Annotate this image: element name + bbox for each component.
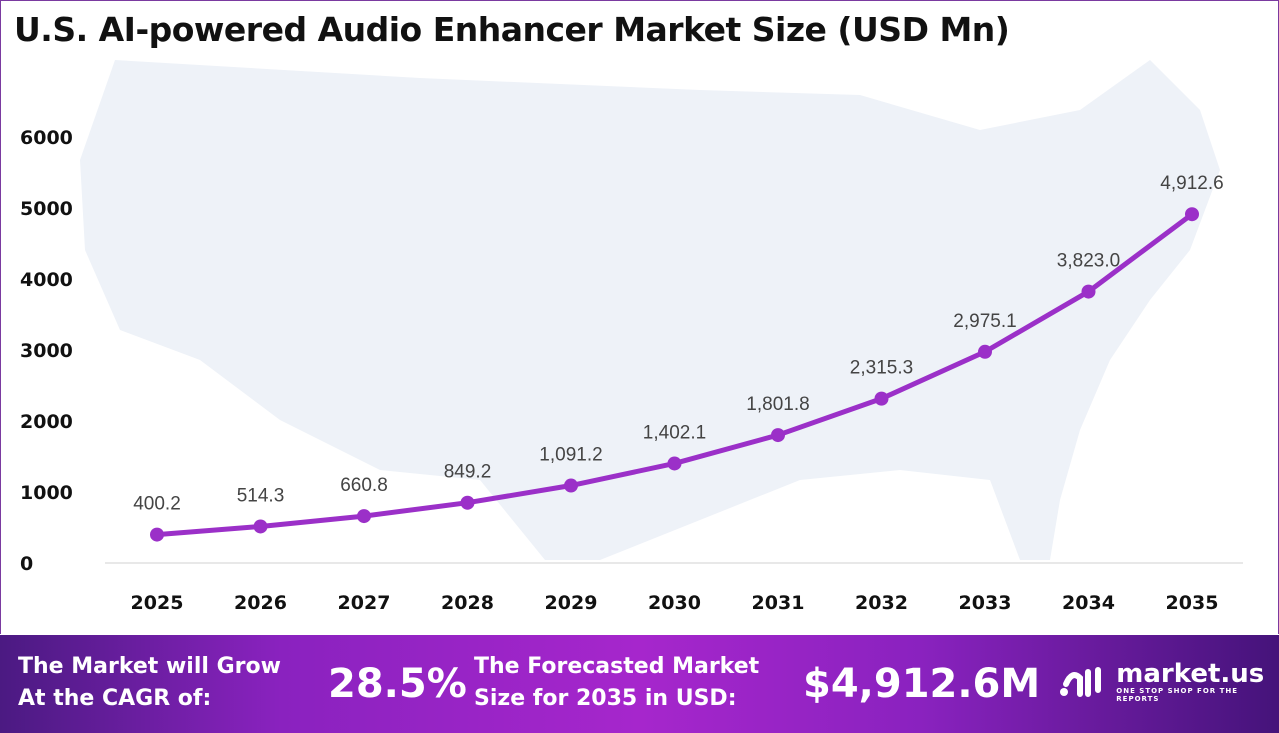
y-tick-label: 0: [20, 553, 33, 575]
x-tick-label: 2033: [959, 592, 1012, 614]
us-map-background: [80, 60, 1220, 560]
data-label: 2,315.3: [850, 358, 913, 379]
y-tick-label: 2000: [20, 411, 73, 433]
y-tick-label: 6000: [20, 127, 73, 149]
data-label: 1,801.8: [746, 394, 809, 415]
x-tick-label: 2032: [855, 592, 908, 614]
line-chart: 0 1000 2000 3000 4000 5000 6000 2025 2026 2027 20…: [20, 60, 1243, 614]
y-tick-label: 3000: [20, 340, 73, 362]
forecast-value: $4,912.6M: [803, 661, 1041, 707]
data-point: [460, 495, 475, 510]
cagr-label-line1: The Market will Grow: [18, 654, 281, 679]
data-point: [1081, 284, 1096, 299]
data-point: [150, 527, 164, 542]
chart-title: U.S. AI-powered Audio Enhancer Market Si…: [14, 10, 1010, 49]
data-label: 514.3: [237, 485, 285, 506]
data-label: 660.8: [340, 475, 388, 496]
y-tick-label: 1000: [20, 482, 73, 504]
x-tick-label: 2028: [441, 592, 494, 614]
x-tick-label: 2034: [1062, 592, 1115, 614]
data-point: [357, 509, 371, 524]
data-point: [1185, 207, 1199, 222]
x-tick-label: 2027: [338, 592, 391, 614]
x-tick-label: 2035: [1166, 592, 1219, 614]
data-point: [564, 478, 578, 493]
forecast-label: The Forecasted Market Size for 2035 in U…: [474, 651, 759, 715]
x-tick-label: 2026: [234, 592, 287, 614]
data-point: [253, 519, 268, 534]
data-point: [978, 344, 992, 359]
market-us-logo: market.us ONE STOP SHOP FOR THE REPORTS: [1058, 661, 1279, 703]
x-tick-label: 2029: [545, 592, 598, 614]
data-point: [771, 428, 785, 443]
data-label: 400.2: [133, 494, 181, 515]
cagr-label-line2: At the CAGR of:: [18, 686, 212, 711]
x-tick-label: 2030: [648, 592, 701, 614]
data-label: 4,912.6: [1160, 173, 1223, 194]
data-label: 1,402.1: [643, 422, 706, 443]
cagr-value: 28.5%: [328, 661, 467, 707]
forecast-label-line2: Size for 2035 in USD:: [474, 686, 737, 711]
data-point: [667, 456, 682, 471]
summary-banner: The Market will Grow At the CAGR of: 28.…: [0, 635, 1279, 733]
logo-tagline: ONE STOP SHOP FOR THE REPORTS: [1116, 687, 1239, 703]
forecast-label-line1: The Forecasted Market: [474, 654, 760, 679]
data-label: 1,091.2: [539, 445, 602, 466]
logo-name: market.us: [1116, 659, 1265, 689]
cagr-label: The Market will Grow At the CAGR of:: [18, 651, 281, 715]
x-tick-label: 2031: [752, 592, 805, 614]
data-label: 849.2: [444, 462, 492, 483]
y-tick-label: 4000: [20, 269, 73, 291]
market-us-logo-icon: [1060, 667, 1101, 697]
x-tick-label: 2025: [131, 592, 184, 614]
data-label: 3,823.0: [1057, 251, 1120, 272]
data-point: [874, 391, 889, 406]
data-label: 2,975.1: [953, 311, 1016, 332]
y-tick-label: 5000: [20, 198, 73, 220]
